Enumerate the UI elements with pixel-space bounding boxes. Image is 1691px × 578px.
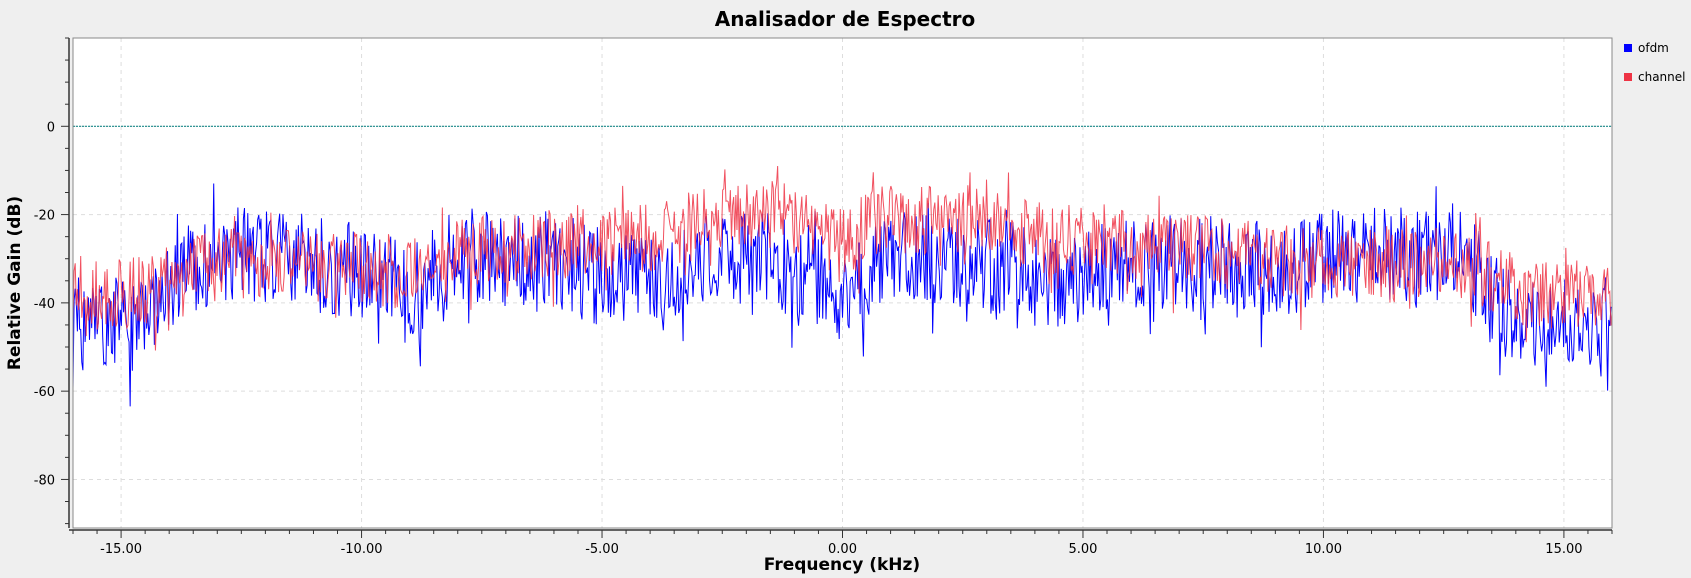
x-axis-label: Frequency (kHz) [764, 555, 920, 575]
legend-label: channel [1638, 70, 1685, 84]
x-tick-label: 15.00 [1545, 542, 1582, 557]
plot-frame [72, 37, 1613, 529]
axis-layer: 0 -20 -40 -60 -80 -15.00 -10.00 -5.00 0.00 5.00 10… [34, 37, 1613, 557]
legend-swatch [1624, 44, 1632, 52]
y-axis-label: Relative Gain (dB) [5, 196, 25, 370]
x-tick-label: 0.00 [828, 542, 857, 557]
series-line-ofdm [72, 183, 1613, 407]
series-layer [72, 165, 1613, 407]
x-tick-label: 5.00 [1068, 542, 1097, 557]
y-tick-label: -60 [34, 385, 55, 400]
y-tick-label: -20 [34, 209, 55, 224]
y-tick-label: -40 [34, 297, 55, 312]
legend-swatch [1624, 73, 1632, 81]
x-tick-label: -5.00 [585, 542, 619, 557]
y-tick-label: -80 [34, 473, 55, 488]
x-tick-label: 10.00 [1305, 542, 1342, 557]
legend-item-ofdm[interactable]: ofdm [1624, 41, 1669, 55]
legend: ofdm channel [1624, 41, 1685, 84]
legend-label: ofdm [1638, 41, 1669, 55]
x-tick-label: -15.00 [100, 542, 142, 557]
series-line-channel [72, 165, 1613, 351]
legend-item-channel[interactable]: channel [1624, 70, 1685, 84]
x-tick-label: -10.00 [341, 542, 383, 557]
chart-title: Analisador de Espectro [715, 7, 976, 31]
y-tick-label: 0 [47, 120, 55, 135]
